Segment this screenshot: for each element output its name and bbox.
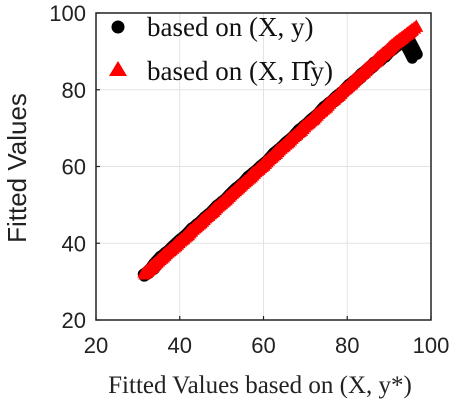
y-tick-label: 100 [49, 1, 86, 26]
legend: based on (X, y) based on (X, Π̂y) [109, 12, 333, 86]
y-tick-label: 60 [62, 155, 86, 180]
y-tick-label: 40 [62, 231, 86, 256]
x-tick-label: 60 [251, 333, 275, 358]
y-axis-label: Fitted Values [2, 93, 32, 243]
tick-labels: 20 40 60 80 100 20 40 60 80 100 [49, 1, 449, 358]
x-tick-label: 100 [413, 333, 450, 358]
legend-marker-triangle [109, 61, 127, 76]
legend-label-1: based on (X, y) [147, 12, 313, 42]
x-tick-label: 80 [335, 333, 359, 358]
x-tick-label: 20 [84, 333, 108, 358]
data-point-circle [405, 50, 417, 62]
y-tick-label: 20 [62, 308, 86, 333]
data-point-triangle [405, 23, 418, 34]
data-points [137, 19, 424, 282]
legend-marker-circle [111, 20, 125, 34]
x-tick-label: 40 [168, 333, 192, 358]
tick-marks [95, 12, 432, 321]
x-axis-label: Fitted Values based on (X, y*) [108, 372, 412, 399]
series-triangle [137, 19, 424, 280]
legend-label-2: based on (X, Π̂y) [147, 56, 333, 86]
y-tick-label: 80 [62, 78, 86, 103]
